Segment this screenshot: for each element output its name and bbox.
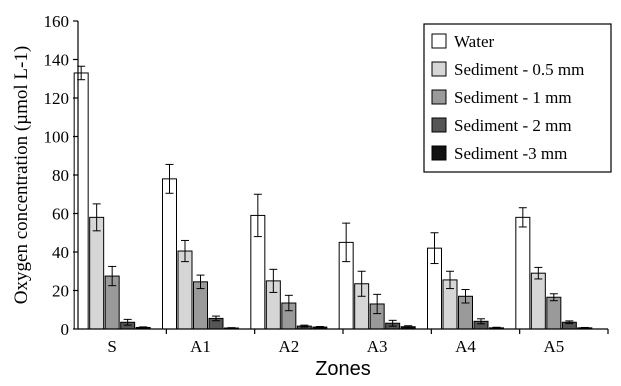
error-bar-S-series-4 (139, 326, 148, 329)
bar-A1-series-1 (177, 250, 193, 330)
error-bar-A1-series-1 (181, 239, 189, 263)
legend-label-4: Sediment -3 mm (454, 144, 567, 163)
y-tick-label: 100 (44, 128, 70, 147)
bar-A5-series-2 (546, 296, 562, 330)
legend: Water Sediment - 0.5 mm Sediment - 1 mm Sed… (423, 23, 612, 173)
bar-A5-series-0 (515, 216, 531, 330)
error-bar-A5-series-2 (549, 293, 558, 302)
error-bar-A3-series-1 (357, 270, 366, 297)
error-bar-A2-series-3 (300, 324, 309, 328)
legend-swatch-1 (431, 61, 447, 77)
error-bar-S-series-3 (123, 318, 132, 326)
error-bar-A4-series-1 (446, 270, 454, 290)
y-tick-label: 40 (52, 243, 69, 262)
error-bar-A2-series-4 (315, 325, 324, 329)
error-bar-A1-series-0 (165, 163, 174, 194)
legend-swatch-2 (431, 89, 447, 105)
y-tick-label: 140 (44, 51, 70, 70)
bar-A5-series-1 (530, 272, 546, 330)
error-bar-A2-series-2 (284, 294, 293, 312)
error-bar-A4-series-3 (477, 318, 485, 325)
error-bar-A5-series-3 (565, 320, 574, 325)
legend-frame (423, 23, 612, 173)
legend-swatch-3 (431, 117, 447, 133)
y-tick-label: 20 (52, 282, 69, 301)
legend-swatch-4 (431, 145, 447, 161)
y-tick-label: 160 (44, 12, 70, 31)
y-tick-label: 60 (52, 205, 69, 224)
y-tick-label: 120 (44, 89, 70, 108)
x-axis-title: Zones (315, 358, 371, 380)
error-bar-A2-series-0 (253, 193, 262, 238)
error-bar-A5-series-0 (518, 207, 527, 228)
legend-label-3: Sediment - 2 mm (454, 116, 572, 135)
legend-swatch-0 (431, 33, 447, 49)
x-tick-label: A5 (543, 337, 564, 356)
x-ticks: S A1 A2 A3 A4 A5 (107, 329, 609, 356)
error-bar-A5-series-1 (534, 266, 543, 280)
y-axis-title: Oxygen concentration (µmol L-1) (11, 46, 32, 304)
error-bar-A3-series-4 (404, 325, 413, 329)
x-tick-label: A2 (278, 337, 299, 356)
error-bar-A4-series-0 (430, 232, 439, 265)
y-tick-label: 0 (61, 320, 70, 339)
legend-label-1: Sediment - 0.5 mm (454, 60, 584, 79)
y-ticks: 0 20 40 60 80 100 120 140 160 (44, 12, 78, 339)
error-bar-S-series-1 (92, 203, 101, 232)
x-tick-label: A1 (190, 337, 211, 356)
y-tick-label: 80 (52, 166, 69, 185)
error-bar-A3-series-3 (388, 319, 397, 327)
error-bar-A1-series-2 (196, 274, 205, 290)
x-tick-label: A4 (455, 337, 476, 356)
error-bar-A1-series-3 (212, 315, 220, 322)
error-bar-S-series-2 (108, 265, 117, 287)
x-tick-label: S (107, 337, 116, 356)
legend-label-0: Water (454, 32, 494, 51)
legend-label-2: Sediment - 1 mm (454, 88, 572, 107)
error-bar-A4-series-2 (461, 289, 470, 304)
error-bar-A3-series-2 (373, 293, 382, 315)
x-tick-label: A3 (367, 337, 388, 356)
error-bar-A2-series-1 (269, 268, 278, 293)
error-bar-A5-series-4 (580, 326, 589, 329)
bar-A1-series-0 (162, 178, 177, 330)
error-bar-A1-series-4 (227, 327, 236, 329)
error-bar-A3-series-0 (342, 222, 351, 263)
bar-S-series-1 (89, 216, 105, 330)
